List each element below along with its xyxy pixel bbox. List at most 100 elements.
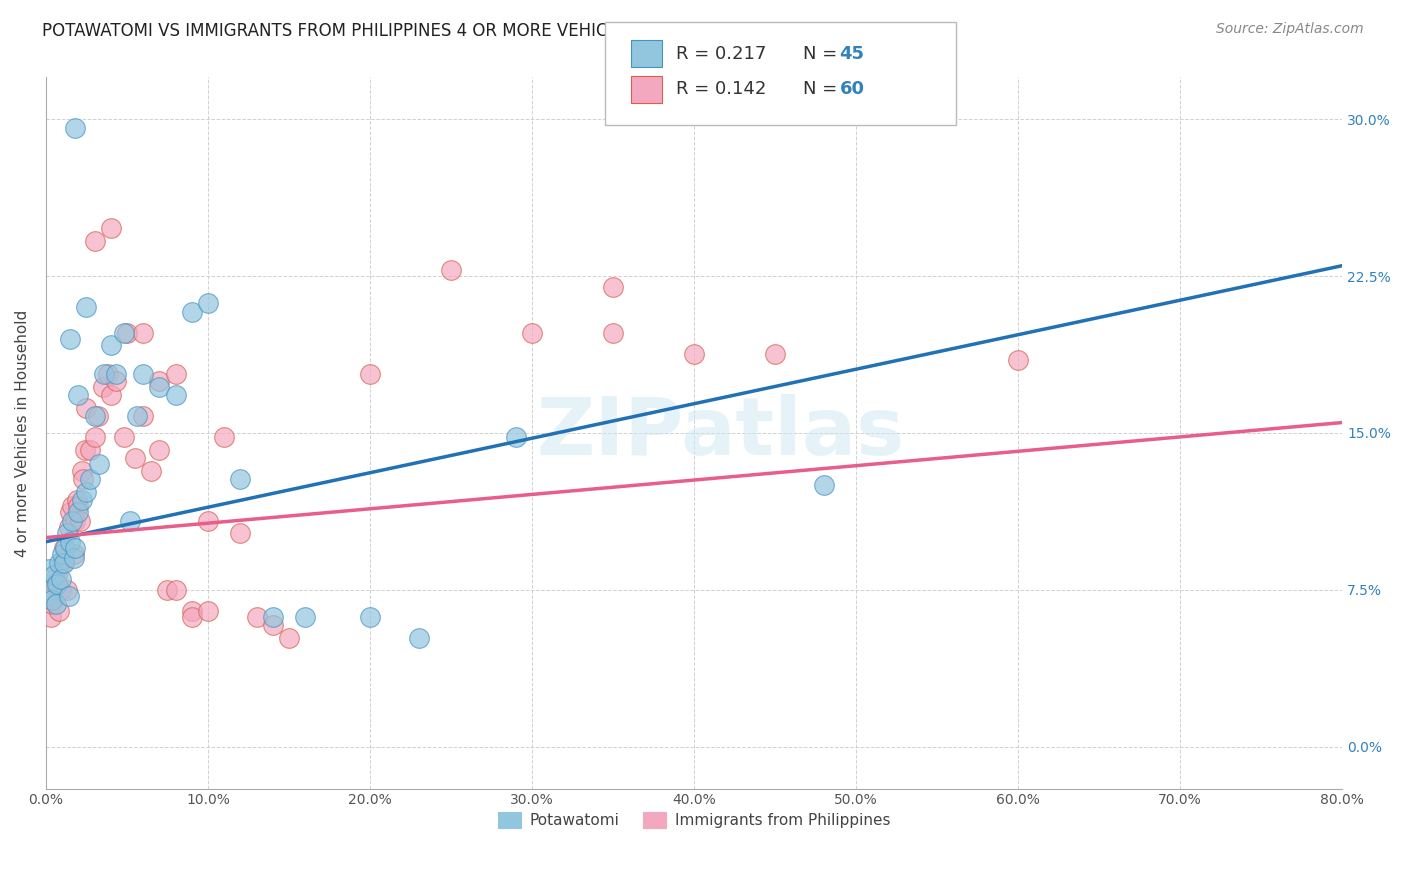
Point — [93, 368, 115, 382]
Point — [76, 301, 98, 315]
Point — [100, 221, 122, 235]
Point — [83, 409, 105, 424]
Point — [132, 409, 155, 424]
Point — [148, 374, 170, 388]
Point — [763, 346, 786, 360]
Point — [76, 401, 98, 415]
Point — [100, 388, 122, 402]
Point — [63, 541, 86, 555]
Point — [602, 326, 624, 340]
Point — [141, 464, 163, 478]
Point — [148, 380, 170, 394]
Point — [72, 472, 94, 486]
Point — [60, 514, 83, 528]
Point — [59, 534, 82, 549]
Point — [520, 326, 543, 340]
Point — [262, 618, 284, 632]
Point — [197, 604, 219, 618]
Point — [59, 506, 82, 520]
Text: 45: 45 — [839, 45, 865, 62]
Point — [125, 409, 148, 424]
Point — [278, 631, 301, 645]
Point — [79, 472, 101, 486]
Point — [1007, 352, 1029, 367]
Point — [91, 380, 114, 394]
Point — [104, 368, 127, 382]
Point — [51, 556, 73, 570]
Point — [132, 326, 155, 340]
Point — [51, 547, 73, 561]
Point — [87, 409, 110, 424]
Point — [58, 520, 80, 534]
Point — [180, 604, 202, 618]
Point — [359, 368, 381, 382]
Point — [180, 304, 202, 318]
Point — [112, 326, 135, 340]
Point — [100, 338, 122, 352]
Point — [440, 263, 463, 277]
Point — [39, 610, 62, 624]
Point — [55, 551, 77, 566]
Point — [46, 568, 69, 582]
Point — [229, 526, 252, 541]
Point — [69, 514, 91, 528]
Point — [38, 562, 60, 576]
Point — [49, 582, 72, 597]
Point — [56, 526, 79, 541]
Point — [813, 478, 835, 492]
Point — [63, 514, 86, 528]
Point — [67, 388, 90, 402]
Point — [408, 631, 430, 645]
Point — [60, 499, 83, 513]
Point — [70, 464, 93, 478]
Point — [62, 551, 84, 566]
Point — [262, 610, 284, 624]
Text: 60: 60 — [839, 80, 865, 98]
Point — [45, 598, 67, 612]
Point — [165, 368, 187, 382]
Point — [58, 589, 80, 603]
Point — [41, 598, 63, 612]
Point — [52, 541, 75, 555]
Point — [120, 514, 142, 528]
Point — [124, 451, 146, 466]
Point — [48, 604, 70, 618]
Point — [48, 556, 70, 570]
Point — [55, 541, 77, 555]
Point — [180, 610, 202, 624]
Point — [52, 556, 75, 570]
Point — [83, 430, 105, 444]
Point — [602, 279, 624, 293]
Point — [76, 484, 98, 499]
Point — [63, 120, 86, 135]
Text: R = 0.217: R = 0.217 — [676, 45, 766, 62]
Point — [112, 430, 135, 444]
Point — [165, 582, 187, 597]
Point — [83, 234, 105, 248]
Point — [56, 582, 79, 597]
Point — [73, 442, 96, 457]
Text: R = 0.142: R = 0.142 — [676, 80, 766, 98]
Point — [212, 430, 235, 444]
Point — [132, 368, 155, 382]
Point — [96, 368, 118, 382]
Point — [165, 388, 187, 402]
Point — [67, 506, 90, 520]
Text: ZIPatlas: ZIPatlas — [536, 394, 904, 472]
Point — [46, 576, 69, 591]
Point — [229, 472, 252, 486]
Point — [66, 492, 89, 507]
Text: N =: N = — [803, 80, 842, 98]
Point — [41, 593, 63, 607]
Point — [115, 326, 138, 340]
Point — [67, 499, 90, 513]
Text: Source: ZipAtlas.com: Source: ZipAtlas.com — [1216, 22, 1364, 37]
Point — [49, 573, 72, 587]
Point — [42, 589, 65, 603]
Point — [359, 610, 381, 624]
Y-axis label: 4 or more Vehicles in Household: 4 or more Vehicles in Household — [15, 310, 30, 557]
Point — [89, 458, 111, 472]
Point — [70, 492, 93, 507]
Point — [156, 582, 179, 597]
Text: POTAWATOMI VS IMMIGRANTS FROM PHILIPPINES 4 OR MORE VEHICLES IN HOUSEHOLD CORREL: POTAWATOMI VS IMMIGRANTS FROM PHILIPPINE… — [42, 22, 957, 40]
